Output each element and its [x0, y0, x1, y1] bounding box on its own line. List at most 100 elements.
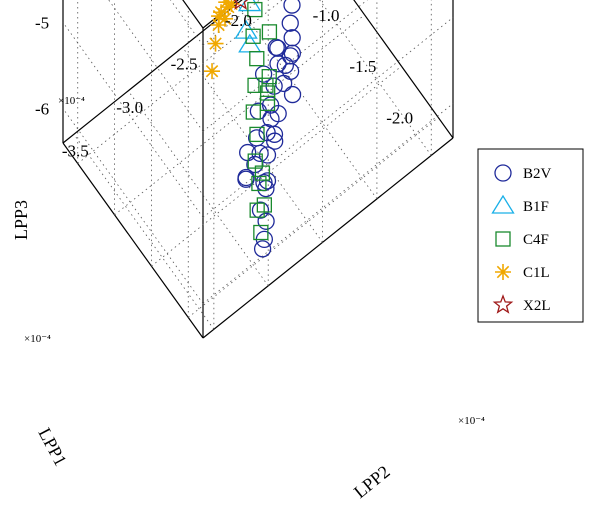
point-C4F — [259, 95, 276, 112]
point-B2V — [254, 65, 273, 83]
legend-label: B1F — [523, 199, 549, 215]
grid-line-z-wall — [62, 22, 204, 218]
box-edge — [182, 0, 204, 29]
legend-item-X2L: X2L — [492, 294, 551, 314]
grid-line-y-floor — [319, 0, 432, 156]
z-multiplier: ×10⁻⁴ — [58, 95, 85, 107]
legend-marker-C4F — [495, 231, 511, 247]
point-C4F — [249, 50, 265, 67]
box-edge — [62, 0, 243, 144]
point-C4F — [253, 224, 269, 241]
y-tick-label: -2.5 — [171, 54, 198, 73]
x-tick-label: -2.0 — [386, 108, 413, 127]
axes-box — [62, 0, 454, 339]
point-C1L — [223, 0, 240, 12]
grid-line-z-wall — [108, 0, 204, 132]
legend-label: C1L — [523, 265, 550, 281]
legend-label: C4F — [523, 232, 549, 248]
series-C1L — [204, 0, 241, 80]
point-B2V — [251, 144, 269, 163]
series-X2L — [233, 0, 249, 10]
grid-line-z-wall — [62, 108, 204, 304]
grid-line-z-wall — [170, 0, 204, 46]
point-B2V — [283, 29, 301, 47]
z-tick-label: -5 — [35, 13, 49, 32]
box-edge — [62, 142, 204, 339]
x-tick-label: -1.0 — [313, 6, 340, 25]
grid-line-z-wall — [202, 0, 368, 132]
grid-line-x-floor — [188, 117, 439, 318]
point-C4F — [251, 175, 267, 192]
legend: B2V B1F C4F C1L X2L — [477, 148, 584, 323]
legend-marker-X2L — [492, 294, 514, 314]
grid-line-y-floor — [236, 3, 378, 200]
point-C1L — [218, 0, 235, 11]
point-B2V — [258, 172, 277, 190]
point-B2V — [253, 240, 272, 258]
point-B2V — [265, 125, 284, 143]
point-B2V — [251, 201, 270, 219]
grid-line-y-floor — [73, 134, 215, 330]
point-B2V — [281, 47, 300, 65]
grid-line-x-floor — [77, 0, 283, 164]
point-B2V — [237, 168, 255, 187]
legend-label: X2L — [523, 298, 551, 314]
grid-line-y-floor — [127, 90, 269, 287]
y-multiplier: ×10⁻⁴ — [458, 415, 485, 427]
point-B2V — [258, 124, 276, 142]
y-axis-label: LPP2 — [350, 461, 394, 502]
point-B2V — [247, 129, 266, 147]
point-C1L — [213, 4, 230, 21]
point-B2V — [283, 0, 301, 14]
legend-label: B2V — [523, 166, 552, 182]
data-points — [204, 0, 302, 258]
point-C4F — [261, 69, 277, 85]
point-B2V — [274, 74, 293, 93]
point-X2L — [233, 0, 249, 10]
point-C4F — [245, 28, 261, 44]
point-B2V — [257, 212, 275, 230]
point-B2V — [269, 39, 287, 57]
z-tick-label: -6 — [35, 100, 49, 119]
point-B2V — [283, 85, 302, 104]
point-C4F — [245, 104, 261, 120]
point-C1L — [210, 17, 227, 34]
grid-line-z-wall — [202, 103, 454, 304]
y-tick-label: -2.0 — [225, 11, 252, 30]
series-C4F — [245, 1, 278, 241]
point-C1L — [207, 35, 224, 52]
point-B2V — [281, 14, 299, 32]
legend-item-B1F: B1F — [491, 194, 549, 215]
point-C4F — [254, 165, 271, 181]
y-tick-label: -3.5 — [62, 141, 89, 160]
legend-item-C4F: C4F — [495, 231, 549, 248]
point-C1L — [204, 63, 221, 80]
point-C4F — [261, 24, 278, 40]
point-C1L — [217, 10, 234, 27]
x-tick-label: -1.5 — [349, 57, 376, 76]
box-edge — [353, 0, 454, 139]
point-B2V — [267, 38, 285, 56]
tick-labels: -2.0-1.5-1.0-0.5-3.5-3.0-2.5-2.0-1.5-3-4… — [35, 6, 413, 160]
legend-item-B2V: B2V — [494, 164, 552, 182]
z-axis-label: LPP3 — [11, 200, 31, 240]
point-C4F — [256, 197, 273, 213]
point-C4F — [260, 85, 276, 101]
point-B2V — [258, 146, 277, 164]
grid-line-x-floor — [151, 65, 402, 267]
x-multiplier: ×10⁻⁴ — [24, 333, 51, 345]
grid-line-x-floor — [114, 14, 365, 216]
point-C1L — [211, 8, 228, 25]
legend-marker-B1F — [491, 194, 515, 214]
y-tick-label: -3.0 — [116, 98, 143, 117]
grid-line-z-wall — [202, 17, 454, 218]
legend-marker-C1L — [495, 264, 511, 280]
box-edge — [202, 137, 454, 339]
point-C4F — [247, 77, 263, 93]
point-C4F — [258, 77, 274, 93]
point-C4F — [247, 1, 263, 18]
legend-marker-B2V — [494, 164, 512, 182]
grid-lines — [62, 0, 454, 330]
x-axis-label: LPP1 — [34, 424, 70, 469]
